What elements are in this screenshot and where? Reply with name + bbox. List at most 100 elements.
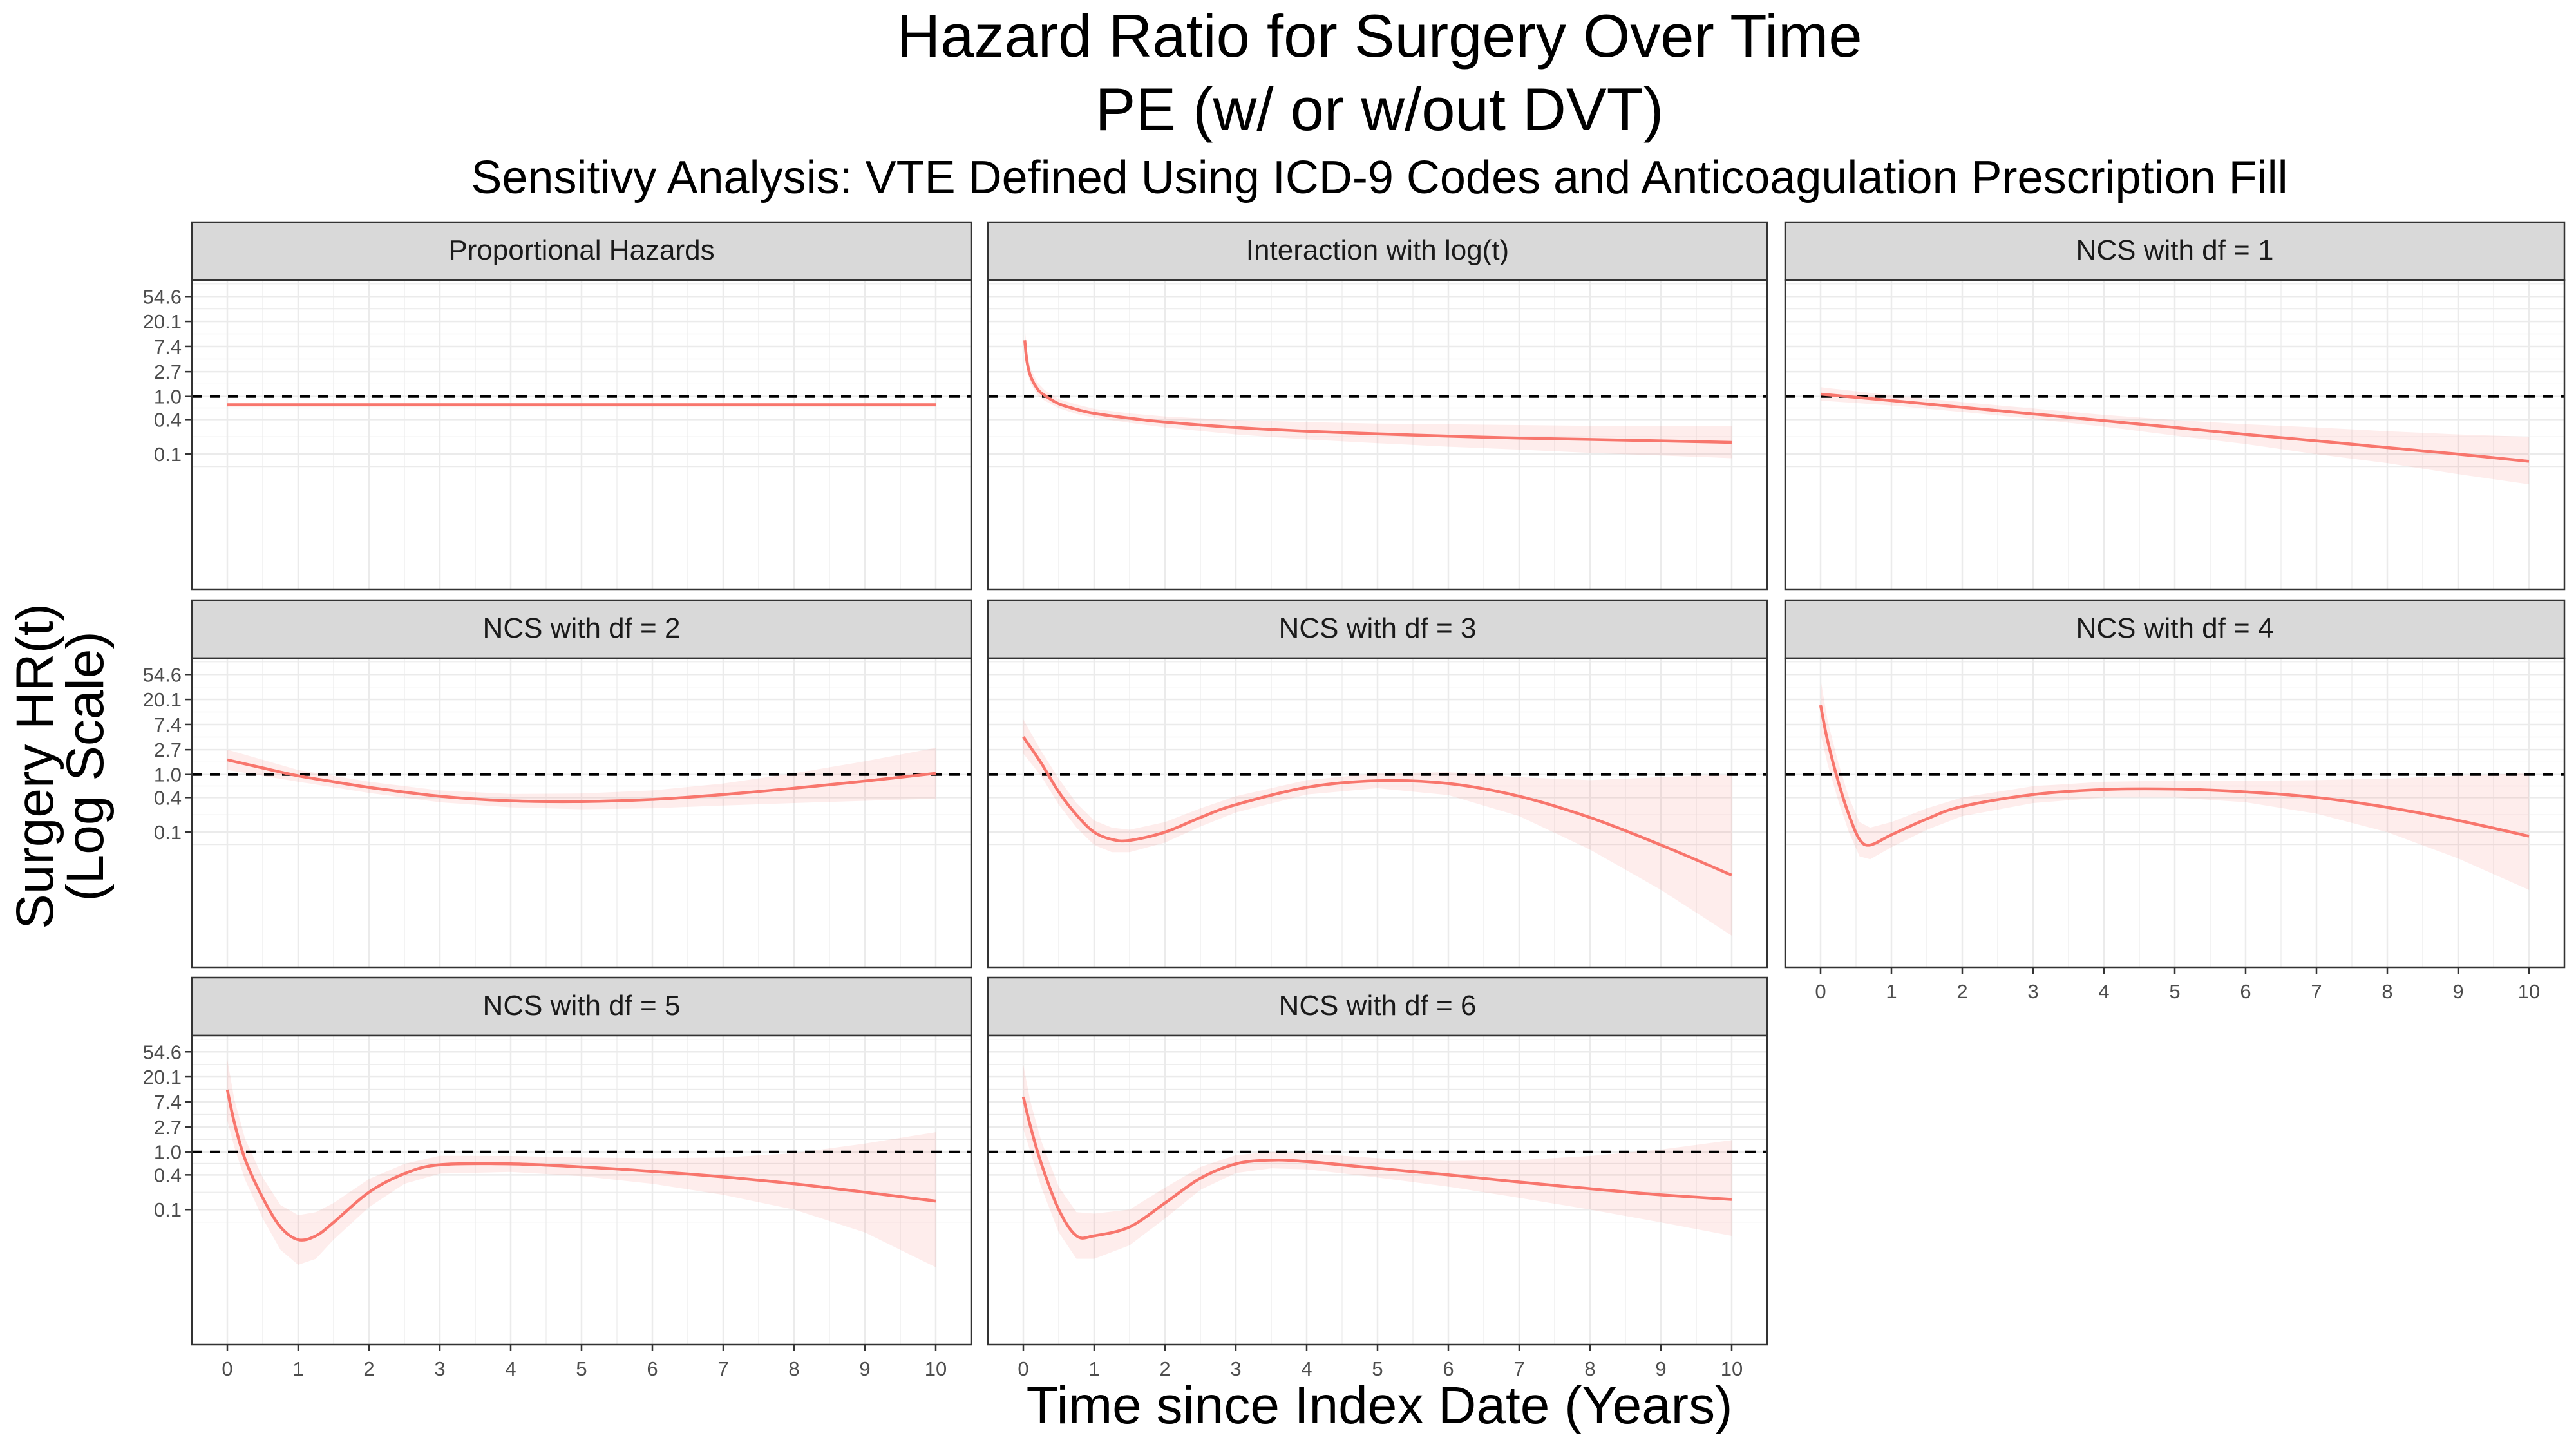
data-layer xyxy=(1785,387,2564,484)
y-axis: 0.10.41.02.77.420.154.6 xyxy=(143,1041,192,1221)
confidence-band xyxy=(227,1059,936,1267)
chart-subtitle: Sensitivy Analysis: VTE Defined Using IC… xyxy=(471,152,2287,204)
y-axis-title-line-2: (Log Scale) xyxy=(56,631,115,901)
x-tick-label: 10 xyxy=(925,1358,947,1380)
data-layer xyxy=(988,719,1767,936)
x-tick-label: 8 xyxy=(788,1358,799,1380)
panel-border xyxy=(1784,279,2566,591)
x-tick-label: 10 xyxy=(2518,980,2540,1003)
y-tick-label: 0.4 xyxy=(154,408,182,431)
data-layer xyxy=(988,1065,1767,1259)
grid-lines xyxy=(191,658,972,967)
panel-border xyxy=(987,279,1768,591)
x-tick-label: 8 xyxy=(2382,980,2392,1003)
hr-curve xyxy=(227,758,936,804)
y-tick-label: 20.1 xyxy=(143,688,182,711)
y-tick-label: 7.4 xyxy=(154,1091,182,1113)
facet-panel: Proportional Hazards 0.1 0.41.0 2.7 7.4 20.15… xyxy=(143,221,972,591)
y-tick-label: 1.0 xyxy=(154,764,182,786)
facet-panel: Interaction with log(t) xyxy=(987,221,1768,591)
confidence-band xyxy=(1821,679,2529,890)
facet-strip-label: NCS with df = 5 xyxy=(483,990,681,1021)
x-tick-label: 2 xyxy=(1956,980,1967,1003)
chart-title-line-2: PE (w/ or w/out DVT) xyxy=(1095,75,1664,143)
confidence-band xyxy=(227,748,936,810)
x-tick-label: 10 xyxy=(1721,1358,1743,1380)
hr-curve xyxy=(1819,705,2530,847)
facet-strip xyxy=(987,976,1768,1037)
facet-strip-label: Interaction with log(t) xyxy=(1246,234,1509,266)
x-tick-label: 3 xyxy=(434,1358,445,1380)
x-axis: 0 1 2 3 4 5 6 7 8 9 10 xyxy=(222,1345,947,1380)
facet-strip-label: Proportional Hazards xyxy=(448,234,714,266)
y-axis: 0.10.41.02.77.420.154.6 xyxy=(143,663,192,844)
facet-strip-label: NCS with df = 6 xyxy=(1279,990,1477,1021)
facet-panel: NCS with df = 3 xyxy=(987,599,1768,969)
data-layer xyxy=(1785,679,2564,890)
y-axis-title-line-1: Surgery HR(t) xyxy=(6,603,64,929)
grid-lines xyxy=(1785,658,2565,967)
y-tick-label: 0.4 xyxy=(154,786,182,809)
facet-panel: NCS with df = 5 0.1 0.41.02.7 7.4 20.1 54.6 0 1… xyxy=(143,976,972,1380)
y-tick-label: 2.7 xyxy=(154,1116,182,1139)
hr-curve xyxy=(1820,392,2530,463)
data-layer xyxy=(192,748,971,810)
facet-panel: NCS with df = 1 xyxy=(1784,221,2566,591)
x-tick-label: 0 xyxy=(1018,1358,1028,1380)
y-tick-label: 2.7 xyxy=(154,361,182,383)
x-tick-label: 3 xyxy=(2027,980,2038,1003)
facet-strip xyxy=(987,599,1768,659)
panel-border xyxy=(191,657,972,969)
hr-curve xyxy=(1022,736,1732,876)
x-tick-label: 7 xyxy=(2311,980,2322,1003)
facet-strip-label: NCS with df = 4 xyxy=(2076,612,2274,644)
y-tick-label: 20.1 xyxy=(143,310,182,333)
x-tick-label: 0 xyxy=(222,1358,232,1380)
y-tick-label: 54.6 xyxy=(143,1041,182,1063)
x-tick-label: 5 xyxy=(2169,980,2180,1003)
hr-curve xyxy=(1021,1096,1732,1240)
x-tick-label: 6 xyxy=(2240,980,2251,1003)
x-tick-label: 6 xyxy=(1443,1358,1454,1380)
facet-panel: NCS with df = 6 0 1 2 3 4 5 6 7 8 9 10 xyxy=(987,976,1768,1380)
grid-lines xyxy=(1785,280,2565,589)
facet-strip-label: NCS with df = 2 xyxy=(483,612,681,644)
x-axis-title: Time since Index Date (Years) xyxy=(1027,1376,1733,1435)
facet-strip xyxy=(1784,599,2566,659)
facet-panel: NCS with df = 4 0 1 2 3 4 5 6 7 8 9 10 xyxy=(1784,599,2566,1003)
x-tick-label: 4 xyxy=(2098,980,2109,1003)
x-tick-label: 0 xyxy=(1815,980,1826,1003)
facet-strip xyxy=(1784,221,2566,281)
x-tick-label: 6 xyxy=(647,1358,658,1380)
facet-panel: NCS with df = 2 0.1 0.41.0 2.7 7.4 20.154.6 xyxy=(143,599,972,969)
facet-strip xyxy=(191,976,972,1037)
panel-border xyxy=(987,657,1768,969)
x-tick-label: 9 xyxy=(1655,1358,1666,1380)
data-layer xyxy=(192,395,971,407)
confidence-band xyxy=(1023,719,1732,936)
x-tick-label: 1 xyxy=(1886,980,1897,1003)
y-tick-label: 7.4 xyxy=(154,336,182,358)
x-tick-label: 7 xyxy=(717,1358,728,1380)
y-tick-label: 1.0 xyxy=(154,386,182,408)
x-axis: 0 1 2 3 4 5 6 7 8 9 10 xyxy=(1815,967,2540,1003)
grid-lines xyxy=(191,1036,972,1345)
confidence-band xyxy=(1023,1065,1732,1259)
data-layer xyxy=(192,1059,971,1267)
y-tick-label: 1.0 xyxy=(154,1141,182,1164)
y-tick-label: 54.6 xyxy=(143,663,182,686)
y-tick-label: 20.1 xyxy=(143,1066,182,1088)
chart-title-line-1: Hazard Ratio for Surgery Over Time xyxy=(896,2,1862,70)
y-tick-label: 0.1 xyxy=(154,443,182,466)
facet-strip xyxy=(987,221,1768,281)
facet-strip xyxy=(191,599,972,659)
x-tick-label: 3 xyxy=(1230,1358,1241,1380)
x-tick-label: 2 xyxy=(363,1358,374,1380)
y-axis-title: Surgery HR(t) (Log Scale) xyxy=(6,603,115,929)
x-tick-label: 4 xyxy=(1301,1358,1312,1380)
x-axis: 0 1 2 3 4 5 6 7 8 9 10 xyxy=(1018,1345,1743,1380)
y-tick-label: 7.4 xyxy=(154,714,182,736)
x-tick-label: 5 xyxy=(576,1358,587,1380)
y-tick-label: 0.1 xyxy=(154,1198,182,1221)
